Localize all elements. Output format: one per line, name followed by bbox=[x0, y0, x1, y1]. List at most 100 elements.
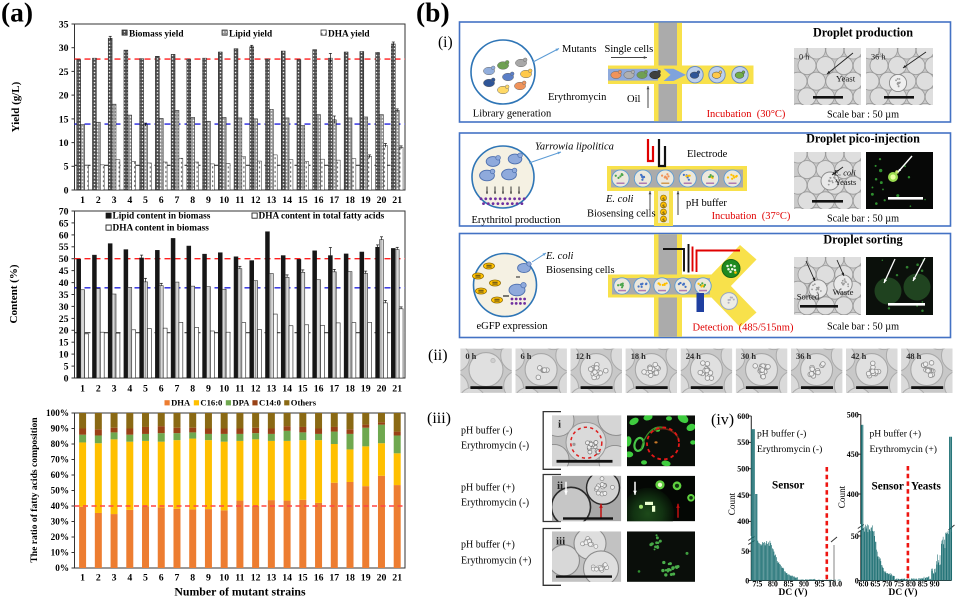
svg-text:18: 18 bbox=[345, 573, 355, 584]
svg-text:14: 14 bbox=[282, 384, 292, 395]
svg-text:Scale bar : 50 µm: Scale bar : 50 µm bbox=[827, 322, 899, 333]
svg-text:15: 15 bbox=[298, 195, 308, 206]
svg-text:12: 12 bbox=[251, 384, 261, 395]
svg-text:17: 17 bbox=[329, 384, 339, 395]
svg-text:50%: 50% bbox=[51, 486, 69, 496]
svg-text:Incubation (30°C): Incubation (30°C) bbox=[707, 109, 786, 120]
svg-text:6: 6 bbox=[159, 384, 164, 395]
svg-text:DHA content in total fatty aci: DHA content in total fatty acids bbox=[259, 211, 385, 221]
svg-text:30: 30 bbox=[59, 43, 69, 54]
svg-text:8.5: 8.5 bbox=[918, 580, 928, 589]
svg-text:3: 3 bbox=[112, 384, 117, 395]
svg-text:7: 7 bbox=[175, 573, 180, 584]
svg-text:s: s bbox=[662, 210, 665, 216]
svg-text:48 h: 48 h bbox=[906, 352, 921, 361]
svg-text:20%: 20% bbox=[51, 532, 69, 542]
svg-text:2: 2 bbox=[96, 573, 101, 584]
svg-text:21: 21 bbox=[392, 195, 402, 206]
svg-text:10: 10 bbox=[59, 138, 69, 149]
svg-text:The ratio of fatty acids compo: The ratio of fatty acids composition bbox=[29, 417, 40, 563]
svg-text:DHA: DHA bbox=[171, 397, 191, 407]
svg-text:15: 15 bbox=[59, 338, 69, 349]
svg-text:10: 10 bbox=[219, 384, 229, 395]
svg-text:eGFP expression: eGFP expression bbox=[476, 321, 548, 332]
svg-text:20: 20 bbox=[377, 384, 387, 395]
svg-text:pH buffer (+): pH buffer (+) bbox=[870, 429, 922, 440]
svg-text:10: 10 bbox=[59, 350, 69, 361]
svg-text:8: 8 bbox=[190, 195, 195, 206]
svg-text:20: 20 bbox=[59, 326, 69, 337]
svg-text:7.0: 7.0 bbox=[882, 580, 892, 589]
svg-text:s: s bbox=[662, 203, 665, 209]
svg-text:(iii): (iii) bbox=[427, 410, 451, 427]
svg-text:5: 5 bbox=[143, 384, 148, 395]
svg-text:Erythromycin (-): Erythromycin (-) bbox=[757, 444, 822, 455]
svg-text:Yield (g/L): Yield (g/L) bbox=[10, 81, 22, 132]
svg-text:DC (V): DC (V) bbox=[779, 587, 808, 598]
svg-text:8.0: 8.0 bbox=[906, 580, 916, 589]
svg-text:9.0: 9.0 bbox=[799, 580, 809, 589]
svg-text:(b): (b) bbox=[416, 0, 450, 28]
svg-text:10.0: 10.0 bbox=[828, 580, 842, 589]
svg-text:Lipid content in biomass: Lipid content in biomass bbox=[113, 211, 211, 221]
svg-text:0 h: 0 h bbox=[465, 352, 476, 361]
svg-text:pH buffer (-): pH buffer (-) bbox=[757, 429, 806, 440]
svg-text:Incubation (37°C): Incubation (37°C) bbox=[712, 211, 791, 222]
svg-text:Erythritol production: Erythritol production bbox=[472, 215, 562, 226]
svg-text:Droplet production: Droplet production bbox=[813, 26, 913, 40]
svg-text:400: 400 bbox=[737, 517, 749, 526]
svg-text:25: 25 bbox=[59, 314, 69, 325]
svg-text:25: 25 bbox=[59, 67, 69, 78]
svg-text:Number of mutant strains: Number of mutant strains bbox=[174, 585, 306, 599]
svg-text:20: 20 bbox=[377, 573, 387, 584]
svg-text:2: 2 bbox=[96, 195, 101, 206]
svg-text:13: 13 bbox=[267, 195, 277, 206]
svg-text:0%: 0% bbox=[55, 563, 69, 573]
svg-text:9: 9 bbox=[206, 384, 211, 395]
svg-text:C16:0: C16:0 bbox=[200, 397, 222, 407]
svg-text:Biosensing cells: Biosensing cells bbox=[587, 209, 656, 220]
svg-text:70: 70 bbox=[59, 206, 69, 217]
svg-text:9.0: 9.0 bbox=[930, 580, 940, 589]
svg-text:50: 50 bbox=[59, 254, 69, 265]
svg-text:5: 5 bbox=[143, 195, 148, 206]
svg-text:15: 15 bbox=[298, 384, 308, 395]
svg-text:1: 1 bbox=[80, 573, 85, 584]
svg-text:ii: ii bbox=[557, 480, 563, 492]
svg-text:E. coli: E. coli bbox=[833, 169, 856, 178]
svg-text:36 h: 36 h bbox=[796, 352, 811, 361]
svg-text:6.0: 6.0 bbox=[859, 580, 869, 589]
svg-text:8: 8 bbox=[190, 384, 195, 395]
svg-text:E. coli: E. coli bbox=[605, 194, 633, 205]
svg-text:Scale bar : 50 µm: Scale bar : 50 µm bbox=[827, 110, 899, 121]
svg-text:15: 15 bbox=[298, 573, 308, 584]
svg-text:5: 5 bbox=[143, 573, 148, 584]
svg-text:8.0: 8.0 bbox=[768, 580, 778, 589]
svg-text:7: 7 bbox=[175, 195, 180, 206]
svg-text:11: 11 bbox=[235, 384, 244, 395]
svg-text:DHA content in biomass: DHA content in biomass bbox=[113, 223, 210, 233]
svg-text:18: 18 bbox=[345, 384, 355, 395]
svg-text:Biomass yield: Biomass yield bbox=[129, 29, 184, 39]
svg-text:2: 2 bbox=[96, 384, 101, 395]
svg-text:14: 14 bbox=[282, 195, 292, 206]
svg-text:12: 12 bbox=[251, 573, 261, 584]
svg-text:13: 13 bbox=[267, 573, 277, 584]
svg-text:i: i bbox=[558, 418, 561, 430]
svg-text:4: 4 bbox=[127, 195, 132, 206]
svg-text:Waste: Waste bbox=[833, 287, 854, 297]
svg-text:12: 12 bbox=[251, 195, 261, 206]
svg-text:30: 30 bbox=[59, 302, 69, 313]
svg-text:17: 17 bbox=[329, 573, 339, 584]
svg-text:5: 5 bbox=[64, 162, 69, 173]
svg-text:55: 55 bbox=[59, 242, 69, 253]
svg-text:s: s bbox=[662, 217, 665, 223]
svg-text:3: 3 bbox=[112, 195, 117, 206]
svg-text:Others: Others bbox=[291, 397, 317, 407]
svg-text:E. coli: E. coli bbox=[545, 251, 573, 262]
svg-text:500: 500 bbox=[847, 410, 859, 419]
svg-text:Droplet sorting: Droplet sorting bbox=[823, 233, 902, 247]
svg-text:1: 1 bbox=[80, 384, 85, 395]
svg-text:Erythromycin: Erythromycin bbox=[548, 92, 607, 103]
svg-text:19: 19 bbox=[361, 195, 371, 206]
